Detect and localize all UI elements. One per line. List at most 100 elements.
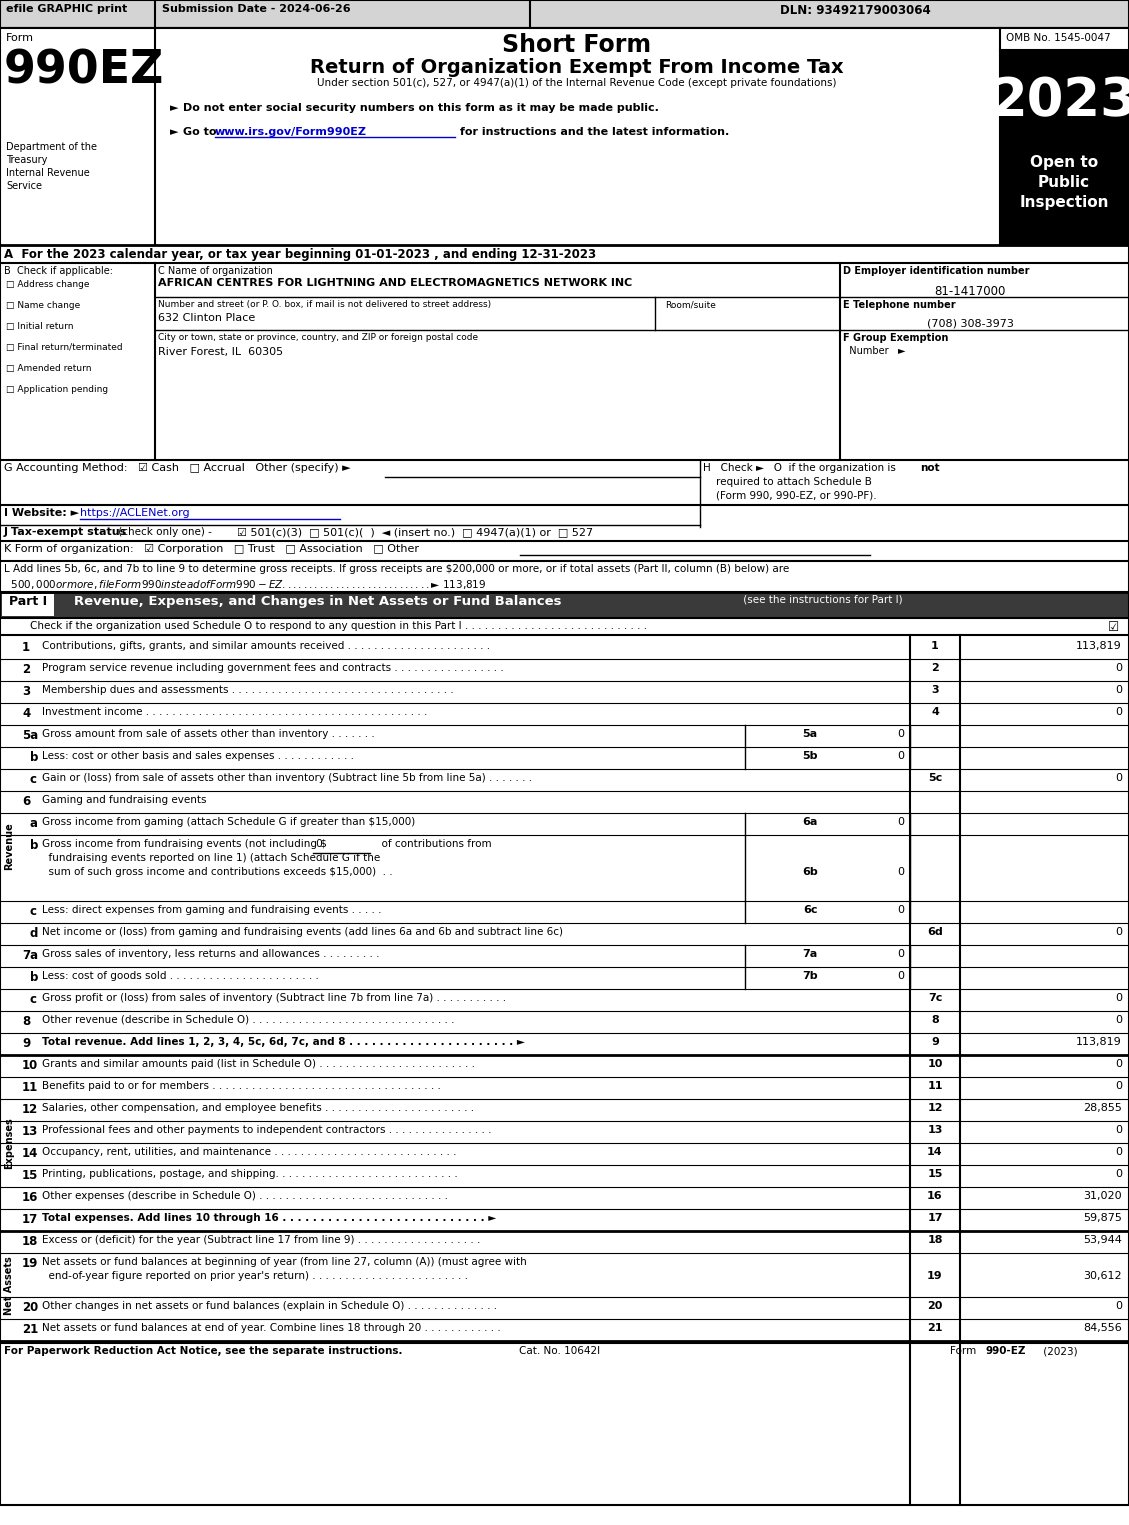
Text: Number   ►: Number ► [843,346,905,355]
Text: Do not enter social security numbers on this form as it may be made public.: Do not enter social security numbers on … [183,104,659,113]
Bar [1000,130,1129,246]
Text: 632 Clinton Place: 632 Clinton Place [158,313,255,323]
Text: K Form of organization:   ☑ Corporation   □ Trust   □ Association   □ Other: K Form of organization: ☑ Corporation □ … [5,544,419,554]
Text: 113,819: 113,819 [1076,640,1122,651]
Text: 3: 3 [931,685,939,695]
Text: of contributions from: of contributions from [375,839,491,849]
Text: 81-1417000: 81-1417000 [935,285,1006,297]
Text: 59,875: 59,875 [1083,1212,1122,1223]
Bar [910,946,1129,990]
Text: 0: 0 [898,868,904,877]
Text: 21: 21 [21,1324,38,1336]
Bar [910,813,1129,836]
Text: a: a [30,817,38,830]
Text: 5c: 5c [928,773,942,782]
Text: 15: 15 [927,1170,943,1179]
Text: Occupancy, rent, utilities, and maintenance . . . . . . . . . . . . . . . . . . : Occupancy, rent, utilities, and maintena… [42,1147,456,1157]
Text: Revenue, Expenses, and Changes in Net Assets or Fund Balances: Revenue, Expenses, and Changes in Net As… [60,595,561,608]
Text: Check if the organization used Schedule O to respond to any question in this Par: Check if the organization used Schedule … [30,621,647,631]
Text: Other expenses (describe in Schedule O) . . . . . . . . . . . . . . . . . . . . : Other expenses (describe in Schedule O) … [42,1191,448,1202]
Text: 0: 0 [1115,1301,1122,1312]
Text: Total revenue. Add lines 1, 2, 3, 4, 5c, 6d, 7c, and 8 . . . . . . . . . . . . .: Total revenue. Add lines 1, 2, 3, 4, 5c,… [42,1037,525,1048]
Text: 0: 0 [1115,773,1122,782]
Text: Service: Service [6,181,42,191]
Text: Gross income from gaming (attach Schedule G if greater than $15,000): Gross income from gaming (attach Schedul… [42,817,415,827]
Text: Part I: Part I [9,595,47,608]
Text: 7a: 7a [803,949,817,959]
Text: Other changes in net assets or fund balances (explain in Schedule O) . . . . . .: Other changes in net assets or fund bala… [42,1301,497,1312]
Text: 7b: 7b [803,971,817,981]
Text: 5a: 5a [803,729,817,740]
Text: 13: 13 [21,1125,38,1138]
Text: G Accounting Method:   ☑ Cash   □ Accrual   Other (specify) ►: G Accounting Method: ☑ Cash □ Accrual Ot… [5,464,351,473]
Text: 15: 15 [21,1170,38,1182]
Text: Open to: Open to [1030,156,1099,169]
Text: 0: 0 [1115,993,1122,1003]
Text: Benefits paid to or for members . . . . . . . . . . . . . . . . . . . . . . . . : Benefits paid to or for members . . . . … [42,1081,441,1090]
Text: ☑ 501(c)(3)  □ 501(c)(  )  ◄ (insert no.)  □ 4947(a)(1) or  □ 527: ☑ 501(c)(3) □ 501(c)( ) ◄ (insert no.) □… [230,528,593,537]
Bar [0,592,1129,618]
Text: 0: 0 [1115,685,1122,695]
Text: I Website: ►: I Website: ► [5,508,79,518]
Text: 17: 17 [927,1212,943,1223]
Text: □ Initial return: □ Initial return [6,322,73,331]
Text: 10: 10 [21,1058,38,1072]
Text: 16: 16 [927,1191,943,1202]
Text: Room/suite: Room/suite [665,300,716,310]
Text: Number and street (or P. O. box, if mail is not delivered to street address): Number and street (or P. O. box, if mail… [158,300,491,310]
Text: Gross amount from sale of assets other than inventory . . . . . . .: Gross amount from sale of assets other t… [42,729,375,740]
Bar [1000,50,1129,130]
Text: Less: cost or other basis and sales expenses . . . . . . . . . . . .: Less: cost or other basis and sales expe… [42,750,355,761]
Text: 2: 2 [21,663,30,676]
Text: Salaries, other compensation, and employee benefits . . . . . . . . . . . . . . : Salaries, other compensation, and employ… [42,1103,474,1113]
Text: 0: 0 [898,949,904,959]
Text: 9: 9 [21,1037,30,1051]
Text: 18: 18 [927,1235,943,1244]
Text: required to attach Schedule B: required to attach Schedule B [703,477,872,486]
Text: Cat. No. 10642I: Cat. No. 10642I [519,1347,601,1356]
Text: B  Check if applicable:: B Check if applicable: [5,265,113,276]
Text: 9: 9 [931,1037,939,1048]
Bar [2,595,54,616]
Text: Total expenses. Add lines 10 through 16 . . . . . . . . . . . . . . . . . . . . : Total expenses. Add lines 10 through 16 … [42,1212,497,1223]
Text: 2: 2 [931,663,939,673]
Text: J Tax-exempt status: J Tax-exempt status [5,528,128,537]
Text: Grants and similar amounts paid (list in Schedule O) . . . . . . . . . . . . . .: Grants and similar amounts paid (list in… [42,1058,475,1069]
Text: 0: 0 [1115,1081,1122,1090]
Text: Investment income . . . . . . . . . . . . . . . . . . . . . . . . . . . . . . . : Investment income . . . . . . . . . . . … [42,708,428,717]
Text: Contributions, gifts, grants, and similar amounts received . . . . . . . . . . .: Contributions, gifts, grants, and simila… [42,640,490,651]
Bar [910,901,1129,923]
Text: https://ACLENet.org: https://ACLENet.org [80,508,190,518]
Bar [910,724,1129,769]
Text: (Form 990, 990-EZ, or 990-PF).: (Form 990, 990-EZ, or 990-PF). [703,491,876,502]
Text: 0: 0 [898,971,904,981]
Text: Form: Form [951,1347,980,1356]
Text: Treasury: Treasury [6,156,47,165]
Bar [910,769,960,791]
Text: 19: 19 [927,1270,943,1281]
Text: c: c [30,993,37,1007]
Text: 990-EZ: 990-EZ [984,1347,1025,1356]
Text: 8: 8 [21,1016,30,1028]
Text: Short Form: Short Form [502,34,651,56]
Text: (708) 308-3973: (708) 308-3973 [927,319,1014,328]
Text: City or town, state or province, country, and ZIP or foreign postal code: City or town, state or province, country… [158,332,478,342]
Text: Revenue: Revenue [5,822,14,869]
Text: Excess or (deficit) for the year (Subtract line 17 from line 9) . . . . . . . . : Excess or (deficit) for the year (Subtra… [42,1235,480,1244]
Text: Professional fees and other payments to independent contractors . . . . . . . . : Professional fees and other payments to … [42,1125,491,1135]
Text: (2023): (2023) [1040,1347,1077,1356]
Text: d: d [30,927,38,939]
Text: 4: 4 [21,708,30,720]
Text: Net assets or fund balances at end of year. Combine lines 18 through 20 . . . . : Net assets or fund balances at end of ye… [42,1324,501,1333]
Text: 20: 20 [927,1301,943,1312]
Text: Gaming and fundraising events: Gaming and fundraising events [42,795,207,805]
Text: 113,819: 113,819 [1076,1037,1122,1048]
Bar [0,1231,18,1340]
Text: 5a: 5a [21,729,38,743]
Text: □ Amended return: □ Amended return [6,364,91,374]
Text: 0: 0 [1115,1016,1122,1025]
Text: b: b [30,750,38,764]
Text: 6d: 6d [927,927,943,936]
Text: Under section 501(c), 527, or 4947(a)(1) of the Internal Revenue Code (except pr: Under section 501(c), 527, or 4947(a)(1)… [317,78,837,88]
Text: 2023: 2023 [990,75,1129,127]
